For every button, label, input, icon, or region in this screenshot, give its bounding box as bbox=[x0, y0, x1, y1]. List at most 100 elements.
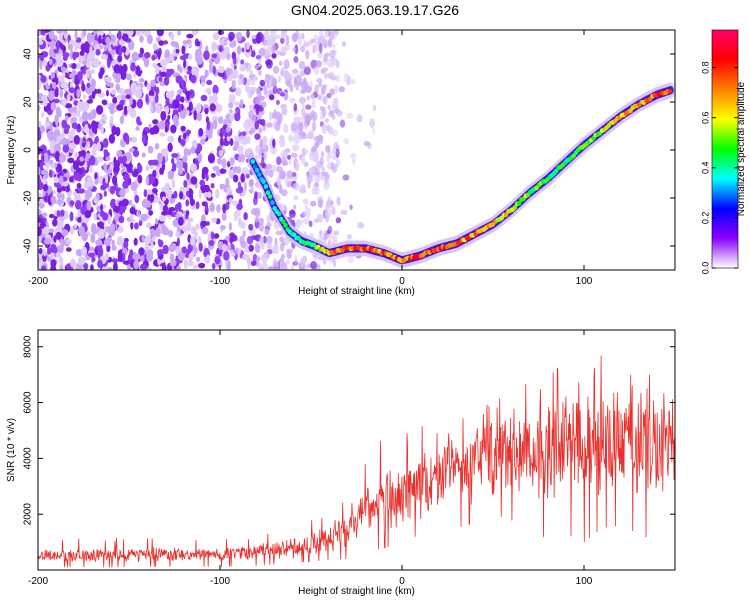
noise-speckle bbox=[76, 182, 82, 189]
noise-speckle bbox=[123, 240, 129, 249]
noise-speckle bbox=[149, 228, 155, 237]
noise-speckle bbox=[159, 120, 166, 130]
noise-speckle bbox=[329, 49, 336, 59]
noise-speckle bbox=[258, 95, 265, 101]
noise-speckle bbox=[177, 251, 186, 261]
noise-speckle bbox=[165, 90, 171, 99]
noise-speckle bbox=[133, 259, 140, 270]
noise-speckle bbox=[87, 34, 95, 43]
noise-speckle bbox=[280, 92, 285, 97]
noise-speckle bbox=[212, 65, 216, 75]
noise-speckle bbox=[320, 68, 326, 75]
noise-speckle bbox=[91, 108, 97, 120]
noise-speckle bbox=[85, 152, 91, 159]
noise-speckle bbox=[161, 196, 167, 202]
y-tick-label: 2000 bbox=[23, 503, 34, 526]
noise-speckle bbox=[235, 209, 241, 217]
noise-speckle bbox=[40, 265, 47, 270]
noise-speckle bbox=[149, 105, 153, 114]
noise-speckle bbox=[148, 210, 153, 216]
noise-speckle bbox=[57, 188, 62, 193]
noise-speckle bbox=[269, 111, 273, 121]
noise-speckle bbox=[108, 133, 116, 144]
noise-speckle bbox=[279, 260, 283, 270]
noise-speckle bbox=[151, 54, 156, 61]
noise-speckle bbox=[167, 114, 171, 120]
noise-speckle bbox=[280, 242, 285, 252]
noise-speckle bbox=[76, 88, 81, 98]
noise-speckle bbox=[159, 132, 166, 137]
noise-speckle bbox=[88, 252, 96, 258]
noise-speckle bbox=[211, 262, 216, 270]
noise-speckle bbox=[217, 30, 225, 35]
noise-speckle bbox=[256, 87, 261, 95]
noise-speckle bbox=[298, 131, 306, 137]
noise-speckle bbox=[350, 78, 356, 85]
noise-speckle bbox=[314, 177, 320, 183]
noise-speckle bbox=[319, 35, 326, 45]
noise-speckle bbox=[278, 60, 283, 66]
noise-speckle bbox=[192, 158, 196, 165]
noise-speckle bbox=[106, 57, 111, 69]
noise-speckle bbox=[117, 55, 123, 63]
noise-speckle bbox=[130, 220, 134, 230]
noise-speckle bbox=[75, 110, 80, 115]
noise-speckle bbox=[58, 153, 66, 163]
noise-speckle bbox=[327, 196, 331, 206]
noise-speckle bbox=[182, 133, 187, 140]
noise-speckle bbox=[101, 99, 108, 106]
noise-speckle bbox=[130, 62, 136, 72]
noise-speckle bbox=[300, 184, 306, 194]
noise-speckle bbox=[73, 152, 79, 158]
noise-speckle bbox=[56, 199, 64, 205]
noise-speckle bbox=[288, 134, 293, 143]
noise-speckle bbox=[90, 78, 97, 89]
noise-speckle bbox=[155, 218, 159, 225]
noise-speckle bbox=[203, 50, 210, 61]
noise-speckle bbox=[251, 87, 258, 93]
noise-speckle bbox=[293, 116, 300, 123]
noise-speckle bbox=[162, 244, 169, 255]
noise-speckle bbox=[265, 122, 273, 128]
noise-speckle bbox=[51, 189, 56, 195]
noise-speckle bbox=[223, 46, 230, 55]
noise-speckle bbox=[135, 253, 141, 260]
noise-speckle bbox=[237, 181, 241, 189]
noise-speckle bbox=[315, 162, 320, 169]
noise-speckle bbox=[54, 114, 59, 125]
noise-speckle bbox=[200, 220, 208, 227]
noise-speckle bbox=[164, 186, 170, 195]
y-tick-label: 6000 bbox=[23, 391, 34, 414]
noise-speckle bbox=[60, 209, 65, 217]
noise-speckle bbox=[279, 170, 286, 180]
noise-speckle bbox=[156, 30, 164, 37]
noise-speckle bbox=[92, 143, 98, 153]
noise-speckle bbox=[130, 183, 134, 191]
noise-speckle bbox=[313, 34, 319, 41]
noise-speckle bbox=[155, 105, 162, 114]
noise-speckle bbox=[196, 102, 202, 113]
noise-speckle bbox=[198, 189, 202, 199]
noise-speckle bbox=[126, 217, 131, 222]
noise-speckle bbox=[96, 105, 104, 115]
noise-speckle bbox=[60, 66, 66, 72]
y-tick-label: 8000 bbox=[23, 335, 34, 358]
noise-speckle bbox=[67, 93, 71, 102]
noise-speckle bbox=[109, 107, 115, 115]
noise-speckle bbox=[263, 235, 267, 244]
noise-speckle bbox=[227, 131, 232, 137]
noise-speckle bbox=[242, 253, 250, 261]
noise-speckle bbox=[43, 184, 49, 192]
x-tick-label: 0 bbox=[399, 576, 405, 587]
noise-speckle bbox=[77, 216, 82, 223]
noise-speckle bbox=[242, 131, 247, 136]
noise-speckle bbox=[118, 39, 125, 46]
noise-speckle bbox=[38, 202, 45, 209]
noise-speckle bbox=[324, 205, 329, 210]
trace-core bbox=[272, 206, 277, 211]
noise-speckle bbox=[210, 231, 215, 240]
noise-speckle bbox=[56, 210, 61, 218]
noise-speckle bbox=[50, 71, 55, 79]
noise-speckle bbox=[167, 142, 173, 152]
noise-speckle bbox=[272, 84, 278, 95]
